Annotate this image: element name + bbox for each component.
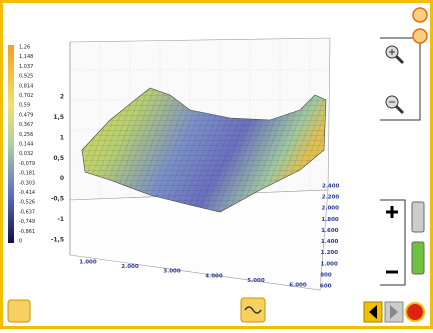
colorbar-label: 0 bbox=[19, 239, 22, 245]
power-button[interactable] bbox=[405, 302, 425, 322]
colorbar-label: -0,303 bbox=[19, 180, 35, 186]
colorbar bbox=[8, 45, 14, 243]
bluetooth-icon[interactable] bbox=[412, 7, 428, 23]
colorbar-label: -0,079 bbox=[19, 161, 35, 167]
zoom-panel bbox=[380, 37, 421, 121]
x-axis-label: 6.000 bbox=[289, 283, 307, 289]
y-axis-label: 1.400 bbox=[321, 239, 339, 245]
colorbar-label: 1,037 bbox=[19, 64, 33, 70]
z-axis-label: 0,5 bbox=[53, 155, 64, 162]
battery-icon bbox=[411, 241, 425, 275]
y-axis-label: 800 bbox=[320, 272, 332, 278]
colorbar-label: 1,148 bbox=[19, 54, 33, 60]
x-axis-label: 5.000 bbox=[247, 278, 265, 284]
colorbar-label: 0,59 bbox=[19, 103, 30, 109]
y-axis-label: 2.400 bbox=[322, 184, 340, 190]
plus-button[interactable] bbox=[386, 206, 398, 218]
gain-panel bbox=[380, 199, 425, 286]
zoom-out[interactable] bbox=[385, 95, 405, 115]
y-axis-label: 1.000 bbox=[320, 261, 338, 267]
x-axis-label: 3.000 bbox=[163, 269, 181, 275]
z-axis-label: 2 bbox=[60, 94, 64, 101]
z-axis-label: -1,5 bbox=[51, 237, 64, 244]
y-axis-label: 1.200 bbox=[321, 250, 339, 256]
battery-icon bbox=[411, 201, 425, 233]
y-axis-label: 2.000 bbox=[322, 206, 340, 212]
zoom-in[interactable] bbox=[385, 45, 405, 65]
y-axis-label: 600 bbox=[320, 284, 332, 290]
z-axis-label: -1 bbox=[57, 216, 64, 223]
x-axis-label: 4.000 bbox=[205, 273, 223, 279]
colorbar-label: 0,032 bbox=[19, 151, 33, 157]
colorbar-label: 0,702 bbox=[19, 93, 33, 99]
y-axis-label: 1.600 bbox=[321, 228, 339, 234]
colorbar-label: 1,26 bbox=[19, 45, 30, 51]
z-axis-label: 1 bbox=[60, 134, 64, 141]
colorbar-label: -0,414 bbox=[19, 190, 35, 196]
x-axis-label: 1.000 bbox=[79, 260, 97, 266]
colorbar-label: 0,367 bbox=[19, 122, 33, 128]
colorbar-label: -0,861 bbox=[19, 229, 35, 235]
pause-icon[interactable] bbox=[412, 28, 428, 44]
tools-button[interactable] bbox=[7, 299, 31, 323]
z-axis-label: -0,5 bbox=[51, 196, 64, 203]
colorbar-label: -0,181 bbox=[19, 171, 35, 177]
colorbar-label: 0,814 bbox=[19, 83, 33, 89]
y-axis-label: 2.200 bbox=[322, 195, 340, 201]
colorbar-label: -0,749 bbox=[19, 219, 35, 225]
z-axis-label: 0 bbox=[60, 175, 64, 182]
colorbar-label: 0,925 bbox=[19, 74, 33, 80]
colorbar-label: 0,479 bbox=[19, 112, 33, 118]
colorbar-label: 0,144 bbox=[19, 142, 33, 148]
colorbar-label: -0,637 bbox=[19, 209, 35, 215]
surface bbox=[81, 87, 327, 213]
y-axis-label: 1.800 bbox=[321, 217, 339, 223]
x-axis-label: 2.000 bbox=[121, 264, 139, 270]
colorbar-label: -0,526 bbox=[19, 200, 35, 206]
z-axis-label: 1,5 bbox=[53, 114, 64, 121]
colorbar-label: 0,256 bbox=[19, 132, 33, 138]
